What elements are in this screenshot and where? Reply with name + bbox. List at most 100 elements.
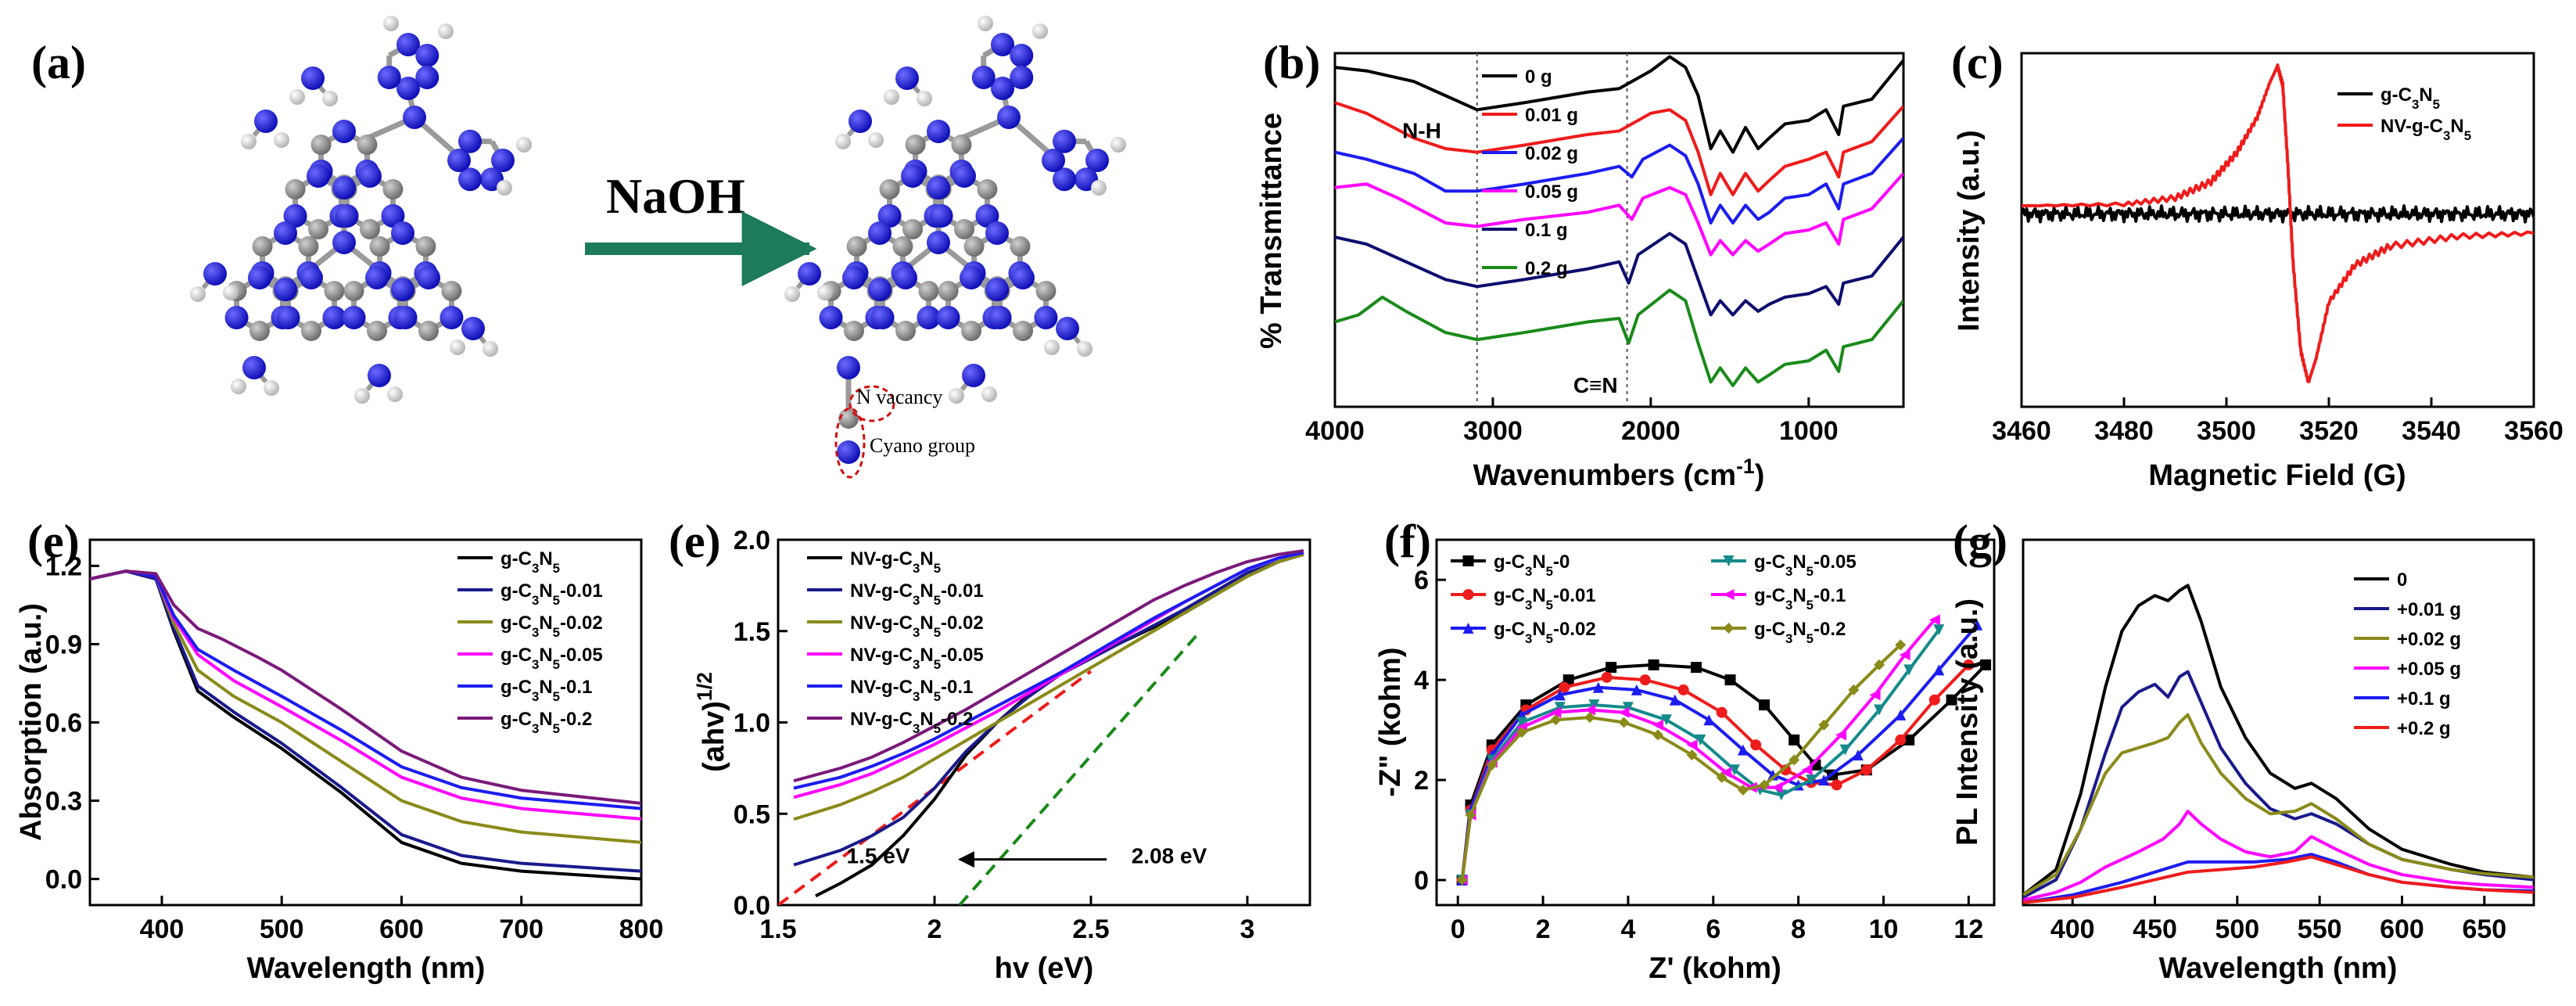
x-tick-label: 2000 (1621, 416, 1681, 446)
panel-label: (e) (27, 516, 80, 567)
nitrogen-atom (335, 204, 359, 228)
data-point (1550, 706, 1562, 718)
x-tick-label: 6 (1706, 914, 1720, 944)
series-line (2023, 855, 2534, 904)
panel-label: (b) (1263, 37, 1320, 88)
hydrogen-atom (1110, 137, 1126, 153)
hydrogen-atom (241, 134, 257, 149)
legend-label: g-C3N5-0.05 (500, 645, 603, 672)
legend-label: +0.2 g (2397, 718, 2451, 739)
legend-label: 0 g (1525, 66, 1552, 88)
carbon-atom (285, 179, 306, 199)
plot-frame (1333, 52, 1905, 408)
carbon-atom (977, 179, 998, 199)
data-point (1895, 639, 1907, 651)
series-line (90, 569, 641, 810)
carbon-atom (1013, 321, 1033, 341)
data-point (1980, 659, 1992, 670)
annotation: N-H (1402, 118, 1441, 142)
carbon-atom (441, 281, 462, 301)
y-tick-label: 6 (1414, 566, 1429, 595)
legend-label: 0.05 g (1525, 181, 1578, 203)
x-tick-label: 600 (2380, 914, 2424, 944)
data-point (1759, 699, 1771, 711)
carbon-atom (324, 281, 345, 301)
y-axis-label: (ahv)1/2 (693, 672, 730, 772)
hydrogen-atom (383, 16, 399, 31)
y-tick-label: 0 (1414, 866, 1429, 896)
legend-label: +0.1 g (2397, 688, 2451, 710)
carbon-atom (905, 135, 926, 155)
x-tick-label: 800 (619, 914, 664, 944)
legend: 0 g 0.01 g 0.02 g 0.05 g 0.1 g 0.2 g (1482, 66, 1578, 279)
hydrogen-atom (884, 89, 899, 105)
data-point (1686, 749, 1698, 761)
nitrogen-atom (461, 317, 485, 340)
panel-label: (e) (669, 516, 721, 567)
carbon-atom (1035, 281, 1057, 301)
x-tick-label: 3 (1240, 914, 1255, 944)
x-tick-label: 3500 (2197, 416, 2256, 446)
carbon-atom (951, 135, 972, 155)
data-point (1780, 764, 1792, 776)
nitrogen-atom (332, 231, 356, 254)
nitrogen-atom (1010, 66, 1034, 89)
data-point (1677, 684, 1689, 695)
chart-e-absorption: (e) 400 500 600 700 800 0.0 0.3 0.6 0.9 1.2 Wavelen… (15, 516, 663, 985)
nitrogen-atom (991, 33, 1014, 56)
x-axis-label: Magnetic Field (G) (2148, 459, 2406, 492)
hydrogen-atom (438, 23, 454, 39)
x-tick-label: 650 (2462, 914, 2506, 944)
series-line (1335, 288, 1903, 387)
x-axis-label: Wavelength (nm) (247, 952, 486, 985)
x-tick-label: 0 (1451, 914, 1466, 944)
legend-label: g-C3N5-0.02 (1494, 619, 1596, 646)
x-tick-label: 10 (1869, 914, 1899, 944)
nitrogen-atom (276, 306, 300, 329)
nitrogen-atom (1034, 306, 1058, 329)
nitrogen-atom (203, 262, 227, 286)
series-line (2022, 204, 2534, 224)
data-point (1601, 671, 1613, 683)
nitrogen-atom (991, 77, 1014, 100)
nitrogen-atom (1053, 129, 1076, 153)
y-tick-label: 0.3 (45, 787, 82, 817)
hydrogen-atom (835, 134, 851, 149)
x-tick-label: 4 (1620, 914, 1635, 944)
data-point (1686, 739, 1698, 751)
legend-marker (1462, 623, 1474, 634)
nitrogen-atom (332, 176, 356, 199)
carbon-atom (415, 236, 436, 257)
nitrogen-atom (365, 266, 389, 289)
legend-label: g-C3N5-0.02 (500, 613, 603, 640)
carbon-atom (308, 219, 328, 239)
hydrogen-atom (978, 16, 993, 31)
nitrogen-atom (936, 306, 960, 329)
x-tick-label: 1000 (1779, 416, 1839, 446)
data-point (1831, 779, 1842, 791)
nitrogen-atom (248, 266, 271, 289)
panel-label: (g) (1953, 516, 2007, 567)
data-point (1703, 714, 1715, 726)
nitrogen-atom (877, 204, 902, 228)
data-point (1835, 729, 1847, 741)
x-tick-label: 3520 (2299, 416, 2359, 446)
y-tick-label: 0.9 (45, 630, 82, 659)
legend-label: g-C3N5-0.1 (500, 677, 592, 704)
carbon-atom (963, 236, 985, 257)
data-point (1874, 659, 1885, 670)
data-point (1456, 875, 1468, 886)
data-point (1584, 704, 1595, 716)
carbon-atom (918, 281, 939, 301)
series-line (793, 552, 1304, 821)
series-line (90, 569, 641, 805)
nitrogen-atom (988, 306, 1012, 329)
legend-label: 0.02 g (1525, 143, 1578, 164)
chart-b: (b) 4000 3000 2000 1000 Wavenumbers (cm-1) % T… (1255, 37, 1905, 492)
legend-label: NV-g-C3N5 (850, 548, 941, 576)
data-point (1618, 717, 1630, 728)
carbon-atom (879, 179, 900, 199)
legend-label: +0.02 g (2397, 629, 2461, 650)
carbon-atom (369, 236, 390, 257)
